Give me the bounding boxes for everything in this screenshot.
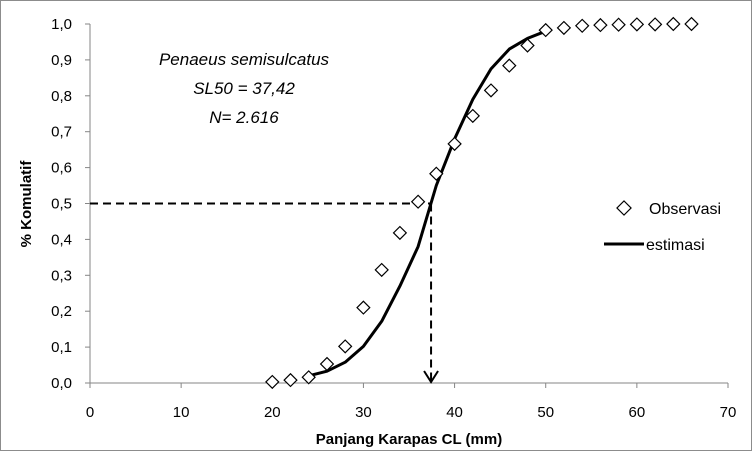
data-point-observasi	[574, 18, 590, 34]
legend-label-estimasi: estimasi	[646, 237, 705, 254]
data-point-observasi	[538, 22, 553, 38]
plot-area	[265, 16, 699, 390]
y-tick-label: 0,5	[51, 196, 72, 213]
x-tick-label: 50	[537, 404, 554, 421]
data-point-observasi	[629, 17, 645, 32]
legend-label-observasi: Observasi	[649, 201, 721, 218]
data-point-observasi	[483, 83, 499, 98]
y-tick-label: 0,9	[51, 52, 72, 69]
y-tick-label: 0,6	[51, 160, 72, 177]
x-tick-label: 30	[355, 404, 372, 421]
y-tick-label: 1,0	[51, 16, 72, 33]
y-tick-label: 0,0	[51, 375, 72, 392]
data-point-observasi	[337, 339, 353, 354]
data-point-observasi	[301, 370, 316, 385]
series-line-estimasi	[308, 29, 547, 378]
data-point-observasi	[392, 225, 408, 241]
x-tick-label: 20	[264, 404, 281, 421]
y-tick-label: 0,2	[51, 303, 72, 320]
data-point-observasi	[647, 17, 663, 32]
x-axis-title: Panjang Karapas CL (mm)	[316, 431, 502, 448]
data-point-observasi	[265, 374, 280, 390]
sl50-arrow-head	[423, 370, 439, 384]
legend: Observasi estimasi	[604, 200, 721, 254]
x-tick-label: 0	[86, 404, 94, 421]
y-axis-title: % Komulatif	[18, 160, 35, 248]
y-tick-label: 0,8	[51, 88, 72, 105]
y-tick-label: 0,1	[51, 339, 72, 356]
y-tick-label: 0,4	[51, 231, 72, 248]
data-point-observasi	[556, 20, 572, 36]
x-tick-label: 40	[446, 404, 463, 421]
data-point-observasi	[520, 38, 535, 53]
data-point-observasi	[283, 372, 298, 388]
data-point-observasi	[447, 136, 462, 152]
x-tick-label: 60	[629, 404, 646, 421]
data-point-observasi	[684, 16, 699, 32]
data-point-observasi	[502, 58, 517, 73]
y-tick-label: 0,7	[51, 124, 72, 141]
x-tick-label: 70	[720, 404, 737, 421]
data-point-observasi	[356, 300, 371, 315]
data-point-observasi	[374, 262, 389, 278]
data-point-observasi	[319, 356, 335, 372]
annotation-sl50: SL50 = 37,42	[193, 79, 295, 98]
data-point-observasi	[593, 17, 608, 33]
data-point-observasi	[611, 17, 626, 32]
data-point-observasi	[410, 194, 426, 209]
legend-marker-observasi	[616, 200, 632, 216]
annotation-n: N= 2.616	[209, 108, 279, 127]
data-point-observasi	[429, 166, 444, 181]
annotation-species: Penaeus semisulcatus	[159, 50, 330, 69]
axes: 0 10 20 30 40 50 60 70 0,0 0,1 0,2 0,3 0,4 0,5 0,6 0,7 0…	[51, 16, 736, 421]
y-tick-label: 0,3	[51, 267, 72, 284]
data-point-observasi	[465, 108, 481, 124]
x-tick-label: 10	[173, 404, 190, 421]
sl50-reference-lines	[90, 202, 439, 384]
data-point-observasi	[666, 16, 681, 32]
